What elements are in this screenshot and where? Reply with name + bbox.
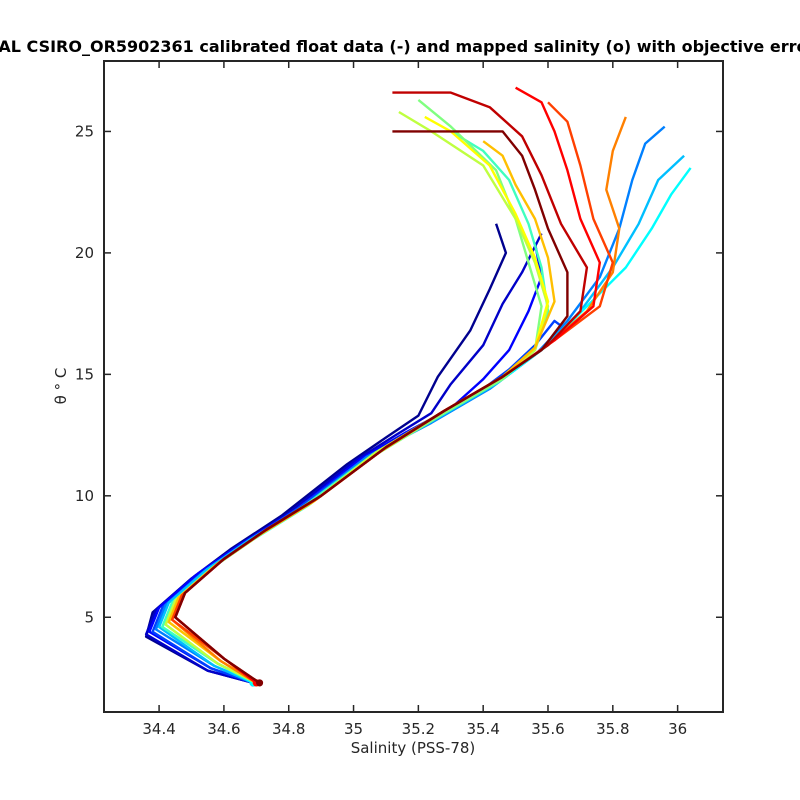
series-line-14: [174, 86, 601, 684]
y-tick-label: 5: [84, 608, 94, 626]
series-line-0: [144, 223, 508, 685]
series-layer: [144, 86, 692, 687]
series-line-1: [144, 232, 543, 685]
series-line-10: [167, 115, 550, 684]
series-line-16: [174, 130, 569, 684]
x-tick-label: 36: [668, 720, 687, 738]
x-axis-label: Salinity (PSS-78): [351, 739, 476, 757]
series-line-15: [174, 91, 589, 684]
plot-frame: [103, 60, 724, 713]
series-line-4: [154, 125, 666, 684]
series-marker-16: [256, 679, 264, 687]
x-tick-label: 35: [344, 720, 363, 738]
chart-title: PSAL CSIRO_OR5902361 calibrated float da…: [0, 37, 800, 56]
x-axis-ticks: 34.4 34.6 34.8 35 35.2 35.4 35.6 35.8 36: [142, 61, 687, 738]
y-axis-ticks: 5 10 15 20 25: [75, 122, 723, 626]
x-tick-label: 35.2: [402, 720, 435, 738]
y-axis-label: θ ° C: [52, 368, 70, 405]
x-tick-label: 35.8: [596, 720, 629, 738]
x-tick-label: 34.6: [207, 720, 240, 738]
series-line-12: [170, 116, 627, 684]
x-tick-label: 34.4: [142, 720, 175, 738]
y-tick-label: 25: [75, 122, 94, 140]
series-line-2: [148, 242, 543, 685]
series-line-9: [164, 110, 550, 684]
series-line-11: [167, 140, 556, 684]
y-tick-label: 10: [75, 487, 94, 505]
x-tick-label: 35.6: [531, 720, 564, 738]
series-line-7: [161, 130, 550, 684]
x-tick-label: 34.8: [272, 720, 305, 738]
y-tick-label: 15: [75, 365, 94, 383]
y-tick-label: 20: [75, 244, 94, 262]
x-tick-label: 35.4: [466, 720, 499, 738]
